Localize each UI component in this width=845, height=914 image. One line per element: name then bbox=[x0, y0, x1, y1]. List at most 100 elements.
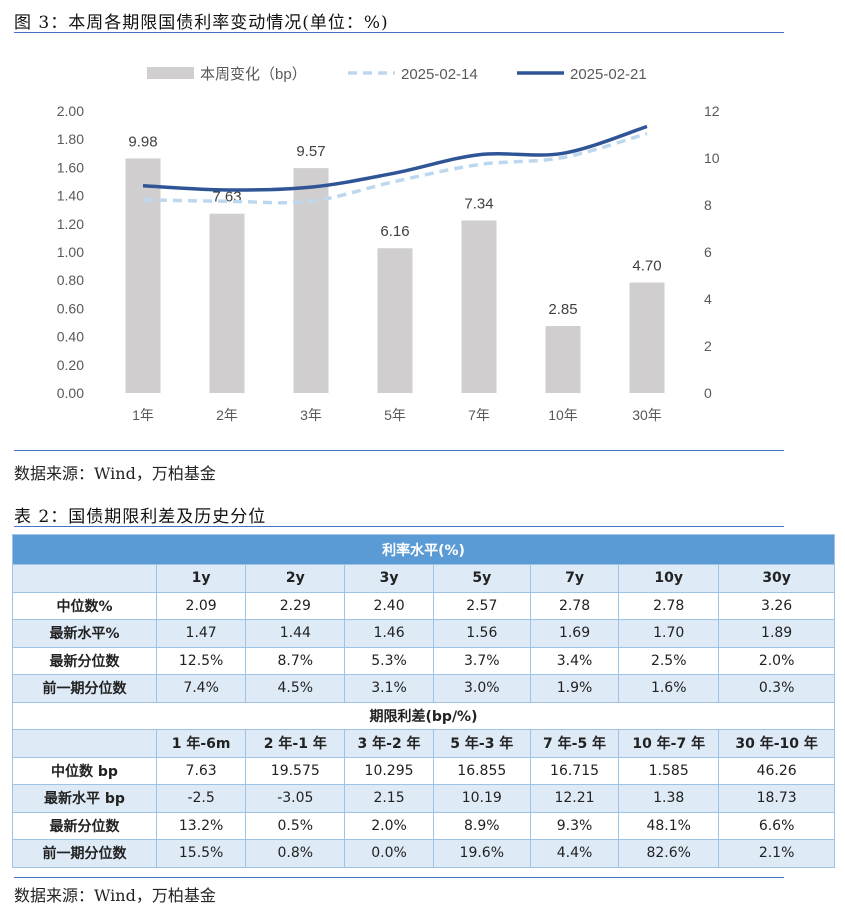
table-cell: 1.70 bbox=[618, 619, 720, 648]
table-header-row: 1y 2y 3y 5y 7y 10y 30y bbox=[12, 564, 835, 593]
table-cell: 3.4% bbox=[529, 646, 620, 675]
category-label: 30年 bbox=[632, 407, 662, 423]
caption-divider bbox=[14, 32, 784, 33]
table-cell: 2.1% bbox=[718, 839, 835, 868]
table-cell: 16.715 bbox=[529, 756, 620, 785]
left-axis-tick: 1.80 bbox=[57, 131, 84, 147]
legend-label: 2025-02-21 bbox=[570, 66, 647, 83]
table-cell: 最新水平% bbox=[12, 619, 157, 648]
table-cell: 2.57 bbox=[432, 591, 531, 620]
table-cell: 1.69 bbox=[529, 619, 620, 648]
bar bbox=[629, 282, 665, 393]
table-cell: 1.47 bbox=[155, 619, 247, 648]
category-label: 10年 bbox=[548, 407, 578, 423]
bar-data-label: 4.70 bbox=[632, 258, 661, 275]
table-cell: 前一期分位数 bbox=[12, 839, 157, 868]
spread-table: 利率水平(%) 1y 2y 3y 5y 7y 10y 30y 中位数% 2.09 2.29 2.40 2… bbox=[12, 534, 835, 868]
table-cell: 最新水平 bp bbox=[12, 784, 157, 813]
left-axis-tick: 0.40 bbox=[57, 329, 84, 345]
table-cell: 30 年-10 年 bbox=[718, 729, 835, 758]
table-cell: -3.05 bbox=[245, 784, 346, 813]
table-cell: 2.40 bbox=[344, 591, 434, 620]
table-caption-divider bbox=[14, 526, 784, 527]
chart-divider bbox=[14, 450, 784, 451]
table-cell: 18.73 bbox=[718, 784, 835, 813]
right-axis-tick: 8 bbox=[704, 197, 712, 213]
right-axis-tick: 6 bbox=[704, 244, 712, 260]
bar-data-label: 9.57 bbox=[296, 143, 325, 160]
bar bbox=[209, 213, 245, 393]
table-cell: 2 年-1 年 bbox=[245, 729, 346, 758]
table-cell: 19.6% bbox=[432, 839, 531, 868]
table-cell: 5 年-3 年 bbox=[432, 729, 531, 758]
table-cell: 前一期分位数 bbox=[12, 674, 157, 703]
table-cell: 13.2% bbox=[155, 811, 247, 840]
table-cell: 3.26 bbox=[718, 591, 835, 620]
table-cell: 1y bbox=[155, 564, 247, 593]
table-row: 中位数% 2.09 2.29 2.40 2.57 2.78 2.78 3.26 bbox=[12, 591, 835, 620]
table-cell: 1.38 bbox=[618, 784, 720, 813]
table-cell: 1.44 bbox=[245, 619, 346, 648]
chart-source: 数据来源：Wind，万柏基金 bbox=[14, 464, 216, 483]
table-cell: 7 年-5 年 bbox=[529, 729, 620, 758]
table-cell: 12.5% bbox=[155, 646, 247, 675]
table-cell: 8.9% bbox=[432, 811, 531, 840]
left-axis-tick: 0.80 bbox=[57, 272, 84, 288]
right-axis-tick: 10 bbox=[704, 150, 720, 166]
bar-data-label: 2.85 bbox=[548, 301, 577, 318]
table-cell: 6.6% bbox=[718, 811, 835, 840]
table-row: 前一期分位数 15.5% 0.8% 0.0% 19.6% 4.4% 82.6% 2.1% bbox=[12, 839, 835, 868]
table-cell: 0.3% bbox=[718, 674, 835, 703]
right-axis-tick: 4 bbox=[704, 291, 712, 307]
table-cell: 2.09 bbox=[155, 591, 247, 620]
table-cell: 2.78 bbox=[618, 591, 720, 620]
table-cell: 12.21 bbox=[529, 784, 620, 813]
table-row: 前一期分位数 7.4% 4.5% 3.1% 3.0% 1.9% 1.6% 0.3% bbox=[12, 674, 835, 703]
table-cell: 1 年-6m bbox=[155, 729, 247, 758]
table-cell: 7y bbox=[529, 564, 620, 593]
table-row: 最新水平 bp -2.5 -3.05 2.15 10.19 12.21 1.38 18.73 bbox=[12, 784, 835, 813]
yield-chart: 0.00 0.20 0.40 0.60 0.80 1.00 1.20 1.40 1.60 1.80… bbox=[57, 66, 720, 423]
bar bbox=[293, 168, 329, 393]
table-cell: 10.19 bbox=[432, 784, 531, 813]
table-divider bbox=[14, 877, 784, 878]
figure-caption: 图 3：本周各期限国债利率变动情况(单位：%) bbox=[14, 13, 389, 33]
category-label: 5年 bbox=[384, 407, 406, 423]
category-label: 1年 bbox=[132, 407, 154, 423]
table-cell: 10.295 bbox=[344, 756, 434, 785]
table-cell: 3.7% bbox=[432, 646, 531, 675]
table-cell bbox=[12, 564, 157, 593]
table-cell: 5.3% bbox=[344, 646, 434, 675]
table-cell: 最新分位数 bbox=[12, 811, 157, 840]
table-cell: 48.1% bbox=[618, 811, 720, 840]
table-cell: 4.5% bbox=[245, 674, 346, 703]
table-cell: -2.5 bbox=[155, 784, 247, 813]
table-cell: 1.9% bbox=[529, 674, 620, 703]
bar-data-label: 6.16 bbox=[380, 223, 409, 240]
section-title: 利率水平(%) bbox=[12, 534, 835, 565]
table-cell: 最新分位数 bbox=[12, 646, 157, 675]
category-label: 2年 bbox=[216, 407, 238, 423]
bar bbox=[377, 248, 413, 393]
table-cell: 2.5% bbox=[618, 646, 720, 675]
left-axis-tick: 1.20 bbox=[57, 216, 84, 232]
line-2025-02-14 bbox=[142, 131, 648, 205]
table-cell: 10y bbox=[618, 564, 720, 593]
right-axis-tick: 2 bbox=[704, 338, 712, 354]
line-2025-02-21 bbox=[142, 124, 648, 192]
legend-bar-swatch bbox=[147, 67, 194, 79]
table-cell: 3.1% bbox=[344, 674, 434, 703]
section-header-spreads: 期限利差(bp/%) bbox=[12, 701, 835, 730]
table-row: 最新水平% 1.47 1.44 1.46 1.56 1.69 1.70 1.89 bbox=[12, 619, 835, 648]
table-cell: 5y bbox=[432, 564, 531, 593]
bar-data-label: 9.98 bbox=[128, 133, 157, 150]
table-cell: 2.29 bbox=[245, 591, 346, 620]
section-header-rates: 利率水平(%) bbox=[12, 534, 835, 565]
left-axis-tick: 1.40 bbox=[57, 188, 84, 204]
table-cell: 中位数% bbox=[12, 591, 157, 620]
table-cell: 15.5% bbox=[155, 839, 247, 868]
table-cell: 2y bbox=[245, 564, 346, 593]
table-cell: 4.4% bbox=[529, 839, 620, 868]
table-cell: 30y bbox=[718, 564, 835, 593]
